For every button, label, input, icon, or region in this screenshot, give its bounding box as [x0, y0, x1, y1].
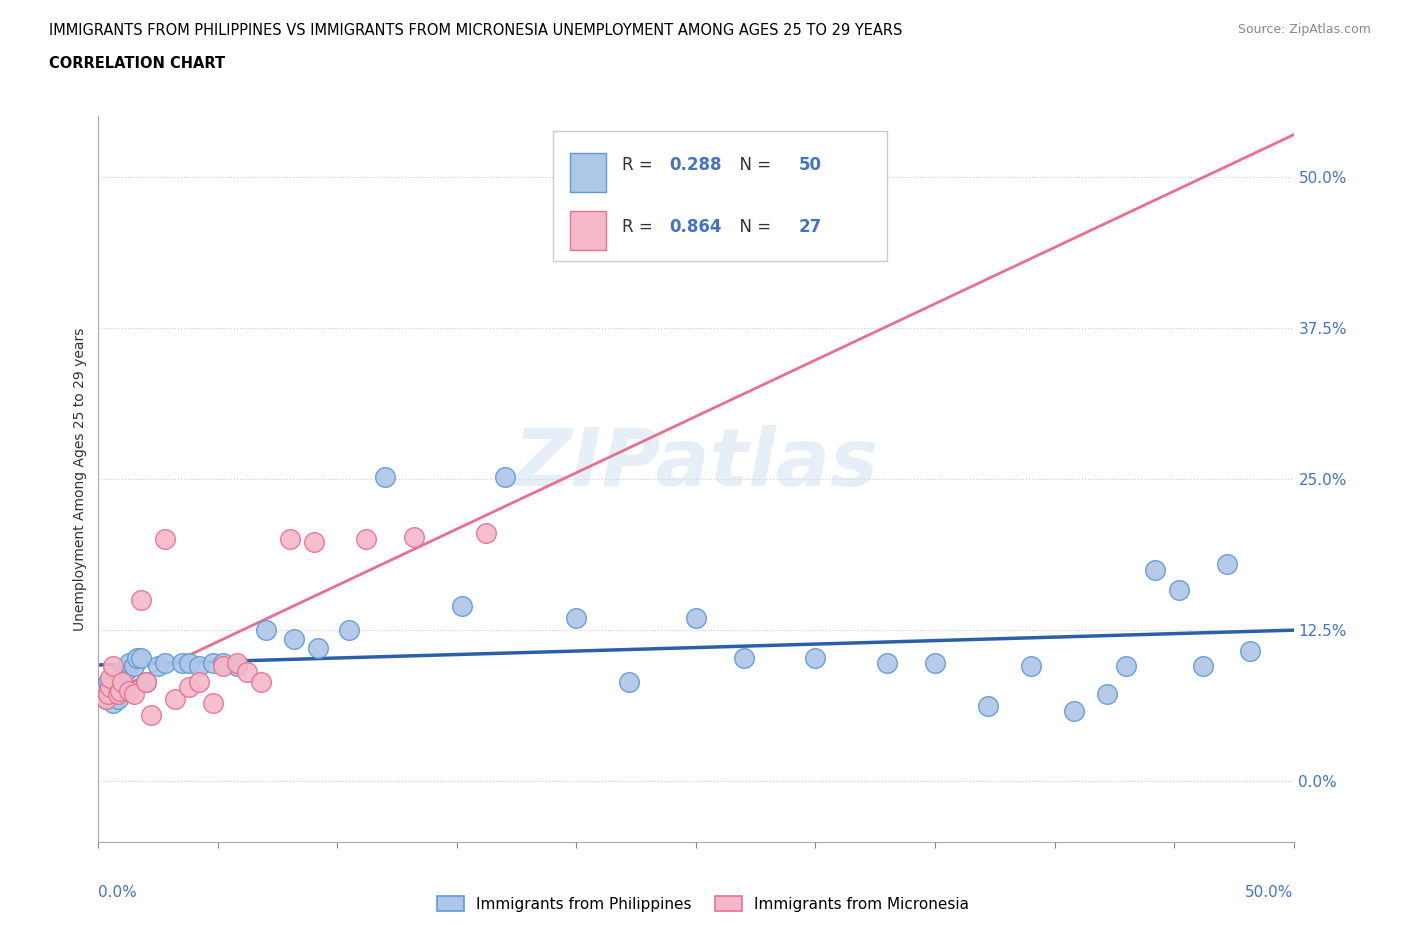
Point [1143, 562, 1166, 577]
FancyBboxPatch shape [571, 153, 606, 193]
Point [118, 656, 141, 671]
Point [94, 692, 117, 707]
Point [111, 668, 134, 683]
Point [211, 656, 233, 671]
Point [1019, 659, 1042, 674]
Point [135, 674, 157, 689]
Point [124, 686, 146, 701]
Point [278, 532, 301, 547]
Y-axis label: Unemployment Among Ages 25 to 29 years: Unemployment Among Ages 25 to 29 years [73, 327, 87, 631]
Point [97, 686, 120, 701]
Point [211, 659, 233, 674]
Point [107, 692, 129, 707]
Point [101, 696, 124, 711]
Point [374, 469, 396, 484]
Legend: Immigrants from Philippines, Immigrants from Micronesia: Immigrants from Philippines, Immigrants … [430, 889, 976, 918]
Point [354, 532, 377, 547]
Text: CORRELATION CHART: CORRELATION CHART [49, 56, 225, 71]
Point [302, 535, 325, 550]
Point [1191, 659, 1213, 674]
Point [111, 662, 134, 677]
Point [179, 680, 201, 695]
Point [108, 684, 131, 698]
FancyBboxPatch shape [571, 210, 606, 250]
Text: Source: ZipAtlas.com: Source: ZipAtlas.com [1237, 23, 1371, 36]
Text: N =: N = [730, 218, 776, 235]
Point [98, 686, 122, 701]
Point [94, 680, 117, 695]
Text: ZIPatlas: ZIPatlas [513, 425, 879, 503]
Text: N =: N = [730, 156, 776, 174]
Point [307, 641, 329, 656]
Text: R =: R = [621, 218, 658, 235]
Point [104, 677, 127, 692]
Point [283, 631, 305, 646]
Point [187, 659, 209, 674]
Point [148, 659, 170, 674]
Point [876, 656, 898, 671]
Point [235, 665, 257, 680]
Point [104, 684, 127, 698]
Point [179, 656, 201, 671]
Point [1167, 583, 1189, 598]
Point [1115, 659, 1137, 674]
Point [226, 656, 249, 671]
Point [172, 656, 194, 671]
Point [1095, 686, 1118, 701]
Point [98, 680, 122, 695]
Point [202, 656, 225, 671]
Point [94, 686, 117, 701]
Point [474, 526, 496, 541]
Point [1063, 704, 1085, 719]
Point [139, 708, 162, 723]
Point [450, 599, 472, 614]
Point [924, 656, 946, 671]
Text: 0.288: 0.288 [669, 156, 723, 174]
Point [733, 650, 755, 665]
Point [565, 611, 588, 626]
Point [685, 611, 707, 626]
Point [98, 680, 122, 695]
Point [804, 650, 827, 665]
Point [97, 674, 120, 689]
Point [94, 692, 117, 707]
Point [131, 650, 153, 665]
Point [155, 532, 177, 547]
Point [226, 659, 249, 674]
Point [202, 696, 225, 711]
Point [107, 686, 129, 701]
Point [118, 684, 141, 698]
Text: R =: R = [621, 156, 658, 174]
Point [254, 623, 277, 638]
Point [494, 469, 516, 484]
Point [115, 662, 138, 677]
Point [98, 671, 122, 686]
Text: 0.864: 0.864 [669, 218, 723, 235]
Text: 27: 27 [799, 218, 823, 235]
Point [1215, 556, 1237, 571]
Point [187, 674, 209, 689]
Point [135, 674, 157, 689]
Text: 50: 50 [799, 156, 821, 174]
Point [111, 674, 134, 689]
Point [1239, 644, 1261, 658]
Point [125, 650, 148, 665]
FancyBboxPatch shape [553, 131, 887, 261]
Point [617, 674, 640, 689]
Point [250, 674, 273, 689]
Point [976, 698, 998, 713]
Point [402, 529, 425, 544]
Point [163, 692, 186, 707]
Point [131, 592, 153, 607]
Text: 0.0%: 0.0% [98, 885, 138, 900]
Text: 50.0%: 50.0% [1246, 885, 1294, 900]
Point [101, 659, 124, 674]
Text: IMMIGRANTS FROM PHILIPPINES VS IMMIGRANTS FROM MICRONESIA UNEMPLOYMENT AMONG AGE: IMMIGRANTS FROM PHILIPPINES VS IMMIGRANT… [49, 23, 903, 38]
Point [339, 623, 361, 638]
Point [124, 659, 146, 674]
Point [155, 656, 177, 671]
